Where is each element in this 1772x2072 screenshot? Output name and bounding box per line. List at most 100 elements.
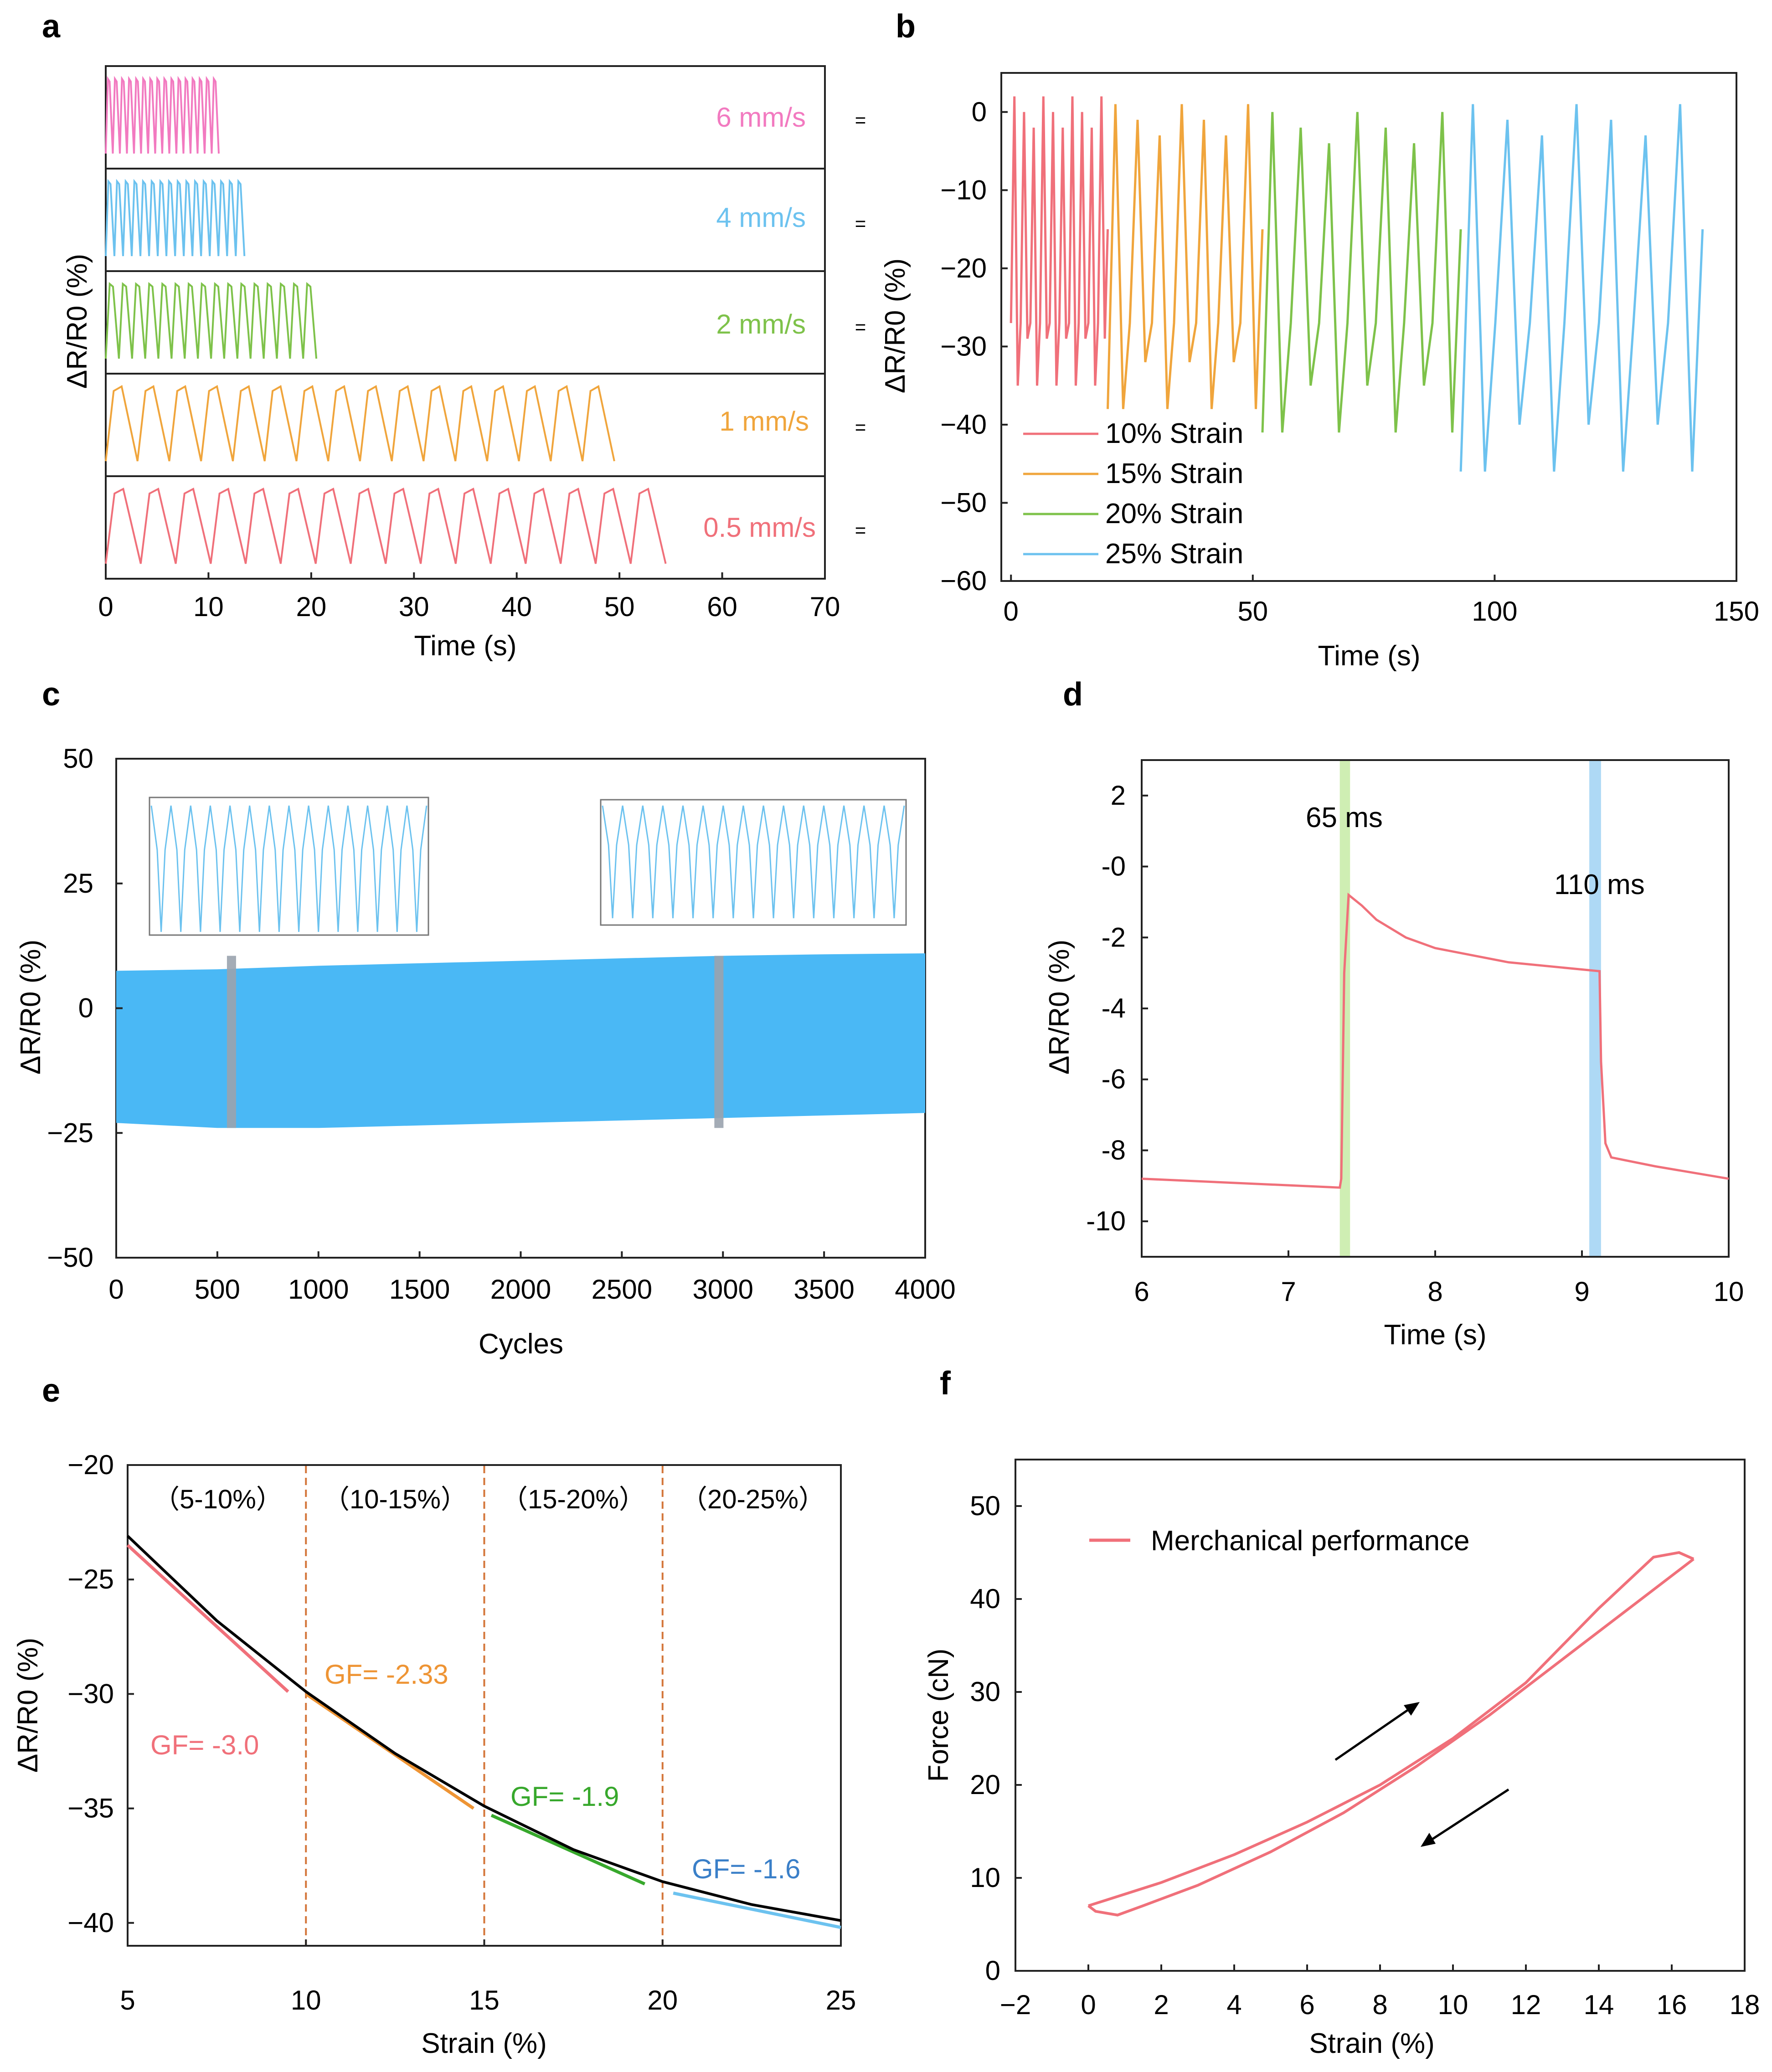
panel-f-xtick-label-5: 8 — [1372, 1990, 1387, 2020]
panel-c-xtick-label-3: 1500 — [389, 1274, 450, 1305]
panel-e-ytick-label-0: −20 — [67, 1450, 114, 1480]
panel-a-frame-4 — [105, 475, 826, 580]
panel-e-ytick-label-3: −35 — [67, 1793, 114, 1824]
panel-a-series-2-label: 2 mm/s — [716, 309, 806, 339]
panel-b-xticks: 0 50 100 150 — [1004, 575, 1759, 627]
panel-f-xtick-label-0: −2 — [1000, 1990, 1031, 2020]
panel-a-row-0: 6 mm/s = — [105, 65, 866, 170]
panel-e-xtick-label-0: 5 — [120, 1985, 135, 2015]
panel-c-inset-left-frame — [149, 797, 429, 936]
panel-a-break-4: = — [855, 519, 866, 541]
panel-a-xtick-label-6: 60 — [707, 591, 737, 622]
panel-b-ytick-label-2: −20 — [940, 253, 987, 283]
panel-c-xtick-label-1: 500 — [195, 1274, 240, 1305]
panel-a-break-3: = — [855, 416, 866, 438]
panel-a-xtick-label-0: 0 — [98, 591, 113, 622]
panel-a-xtick-label-2: 20 — [296, 591, 326, 622]
panel-c-xtick-label-6: 3000 — [693, 1274, 753, 1305]
panel-f-arrow-down-head — [1421, 1833, 1436, 1847]
panel-f-xtick-label-1: 0 — [1081, 1990, 1096, 2020]
panel-c-xticks: 0 500 1000 1500 2000 2500 3000 3500 4000 — [108, 1251, 956, 1305]
panel-c: 0 500 1000 1500 2000 2500 3000 3500 4000 50 25 0 −2… — [15, 743, 956, 1360]
panel-d-xlabel: Time (s) — [1384, 1319, 1487, 1351]
panel-b-xlabel: Time (s) — [1318, 640, 1421, 672]
panel-b-ytick-label-3: −30 — [940, 331, 987, 361]
panel-b-legend-text-2: 20% Strain — [1105, 498, 1243, 530]
panel-e: （5-10%） （10-15%） （15-20%） （20-25%） GF= -… — [12, 1450, 856, 2059]
panel-f-legend: Merchanical performance — [1089, 1525, 1470, 1557]
panel-b-lines — [1010, 96, 1704, 472]
panel-b-legend: 10% Strain 15% Strain 20% Strain 25% Str… — [1023, 418, 1243, 570]
panel-b-xtick-label-2: 100 — [1472, 596, 1517, 627]
panel-a-series-3-label: 1 mm/s — [719, 406, 809, 437]
panel-label-a: a — [42, 8, 61, 45]
panel-a-row-1: 4 mm/s = — [105, 168, 866, 272]
panel-c-xtick-label-2: 1000 — [288, 1274, 349, 1305]
panel-c-ytick-label-0: 50 — [63, 743, 93, 774]
panel-e-xtick-label-1: 10 — [291, 1985, 321, 2015]
panel-d-ytick-label-1: -0 — [1102, 851, 1126, 882]
panel-a-subplots: 6 mm/s = 4 mm/s = 2 mm/s = 1 mm/s = — [105, 65, 866, 580]
panel-f-loading-curve — [1088, 1551, 1695, 1907]
panel-f-arrow-up — [1334, 1702, 1420, 1761]
panel-b-series-0-line — [1010, 96, 1109, 386]
panel-e-region-2: （15-20%） — [501, 1485, 645, 1514]
panel-d-ytick-label-5: -8 — [1102, 1135, 1126, 1165]
panel-e-gf-label-0: GF= -3.0 — [150, 1730, 259, 1760]
panel-f-xtick-label-6: 10 — [1438, 1990, 1468, 2020]
panel-f: Merchanical performance −2 0 2 4 6 8 10 12 14 16 1… — [923, 1459, 1760, 2059]
panel-f-ytick-label-2: 20 — [970, 1769, 1000, 1800]
panel-e-xticks: 5 10 15 20 25 — [120, 1939, 856, 2015]
panel-label-f: f — [940, 1365, 951, 1402]
panel-e-ylabel: ΔR/R0 (%) — [12, 1638, 44, 1773]
panel-f-arrow-up-shaft — [1334, 1705, 1414, 1761]
panel-b: 0 50 100 150 0 −10 −20 −30 −40 −50 −60 10% Strain… — [880, 72, 1759, 672]
panel-f-xtick-label-10: 18 — [1730, 1990, 1760, 2020]
panel-a-series-0-label: 6 mm/s — [716, 102, 806, 133]
panel-a-break-0: = — [855, 109, 866, 131]
panel-f-arrow-up-head — [1404, 1702, 1420, 1716]
panel-f-ytick-label-3: 30 — [970, 1676, 1000, 1707]
panel-d-xtick-label-1: 7 — [1281, 1276, 1296, 1307]
panel-e-region-0: （5-10%） — [153, 1485, 283, 1514]
panel-c-ytick-label-2: 0 — [78, 993, 93, 1023]
panel-a-row-4: 0.5 mm/s = — [105, 475, 866, 580]
panel-d-xtick-label-4: 10 — [1714, 1276, 1744, 1307]
panel-b-ylabel: ΔR/R0 (%) — [880, 258, 911, 393]
panel-a-break-2: = — [855, 316, 866, 338]
panel-b-ytick-label-4: −40 — [940, 409, 987, 440]
panel-e-fit-line-0 — [126, 1544, 289, 1693]
panel-a-break-1: = — [855, 213, 866, 234]
panel-e-xlabel: Strain (%) — [421, 2028, 547, 2059]
panel-c-band — [116, 953, 925, 1128]
panel-label-e: e — [42, 1373, 60, 1409]
panel-b-legend-text-3: 25% Strain — [1105, 538, 1243, 570]
panel-e-fit-line-3 — [673, 1892, 841, 1929]
panel-b-ytick-label-6: −60 — [940, 566, 987, 596]
panel-f-xtick-label-4: 6 — [1299, 1990, 1314, 2020]
panel-b-frame — [1000, 72, 1737, 582]
panel-d-annotation-0: 65 ms — [1306, 802, 1383, 833]
panel-a-series-3-line — [105, 385, 615, 462]
panel-c-xtick-label-8: 4000 — [895, 1274, 955, 1305]
panel-e-ytick-label-4: −40 — [67, 1907, 114, 1938]
panel-f-ytick-label-1: 10 — [970, 1862, 1000, 1893]
panel-b-series-1-line — [1107, 104, 1264, 409]
panel-f-ytick-label-4: 40 — [970, 1584, 1000, 1614]
panel-f-xtick-label-3: 4 — [1226, 1990, 1241, 2020]
panel-d-annotation-1: 110 ms — [1554, 869, 1645, 900]
panel-d-ytick-label-4: -6 — [1102, 1064, 1126, 1095]
panel-a-xtick-label-5: 50 — [604, 591, 635, 622]
panel-d-xtick-label-2: 8 — [1427, 1276, 1442, 1307]
panel-b-legend-text-0: 10% Strain — [1105, 418, 1243, 449]
panel-d-yticks: 2 -0 -2 -4 -6 -8 -10 — [1086, 780, 1148, 1236]
panel-d: 65 ms 110 ms 6 7 8 9 10 2 -0 -2 -4 -6 -8 -10 Time … — [1044, 759, 1744, 1351]
panel-d-xtick-label-3: 9 — [1574, 1276, 1589, 1307]
panel-a-xtick-label-3: 30 — [399, 591, 429, 622]
panel-d-xticks: 6 7 8 9 10 — [1134, 1250, 1744, 1307]
panel-e-ytick-label-2: −30 — [67, 1678, 114, 1709]
panel-f-xticks: −2 0 2 4 6 8 10 12 14 16 18 — [1000, 1964, 1760, 2020]
panel-a-xticks: 0 10 20 30 40 50 60 70 — [98, 572, 840, 622]
panel-b-xtick-label-0: 0 — [1004, 596, 1019, 627]
panel-b-xtick-label-3: 150 — [1714, 596, 1759, 627]
